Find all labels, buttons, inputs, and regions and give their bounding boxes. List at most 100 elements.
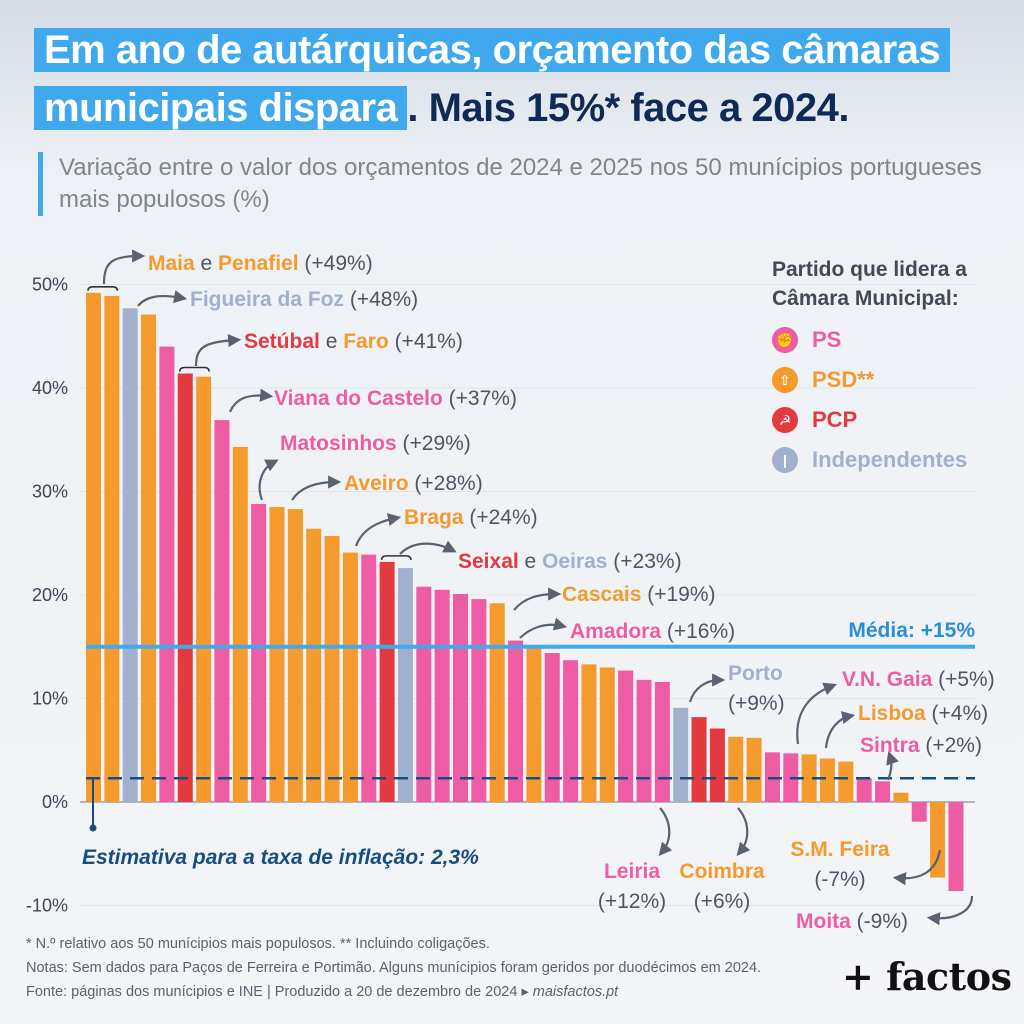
inflation-label: Estimativa para a taxa de inflação: 2,3% [82,846,479,869]
annotation-arrow [291,475,342,501]
annotation-pct: (+9%) [728,692,785,715]
fist-rose-icon: ✊ [772,327,798,353]
annotation-pct: (+41%) [389,330,463,353]
bar [397,568,413,802]
bar [342,552,358,802]
bar [86,292,101,802]
bar [856,778,872,802]
independent-icon: | [772,447,798,473]
bar [416,586,432,802]
y-tick-label: 50% [32,275,68,295]
annotation-arrow [519,617,568,639]
legend-item-psd: ⇧ PSD** [772,367,967,393]
annotation-name: S.M. Feira [790,838,890,861]
annotation-label: Aveiro (+28%) [344,472,483,495]
bar [159,346,175,802]
bar [453,593,468,802]
annotation-label: Figueira da Foz (+48%) [190,288,418,311]
psd-arrow-icon: ⇧ [772,367,798,393]
y-tick-label: 40% [32,378,68,398]
annotation-name: Matosinhos [280,432,397,455]
annotations-group: Maia e Penafiel (+49%) Figueira da Foz (+… [87,249,995,933]
bar [324,536,340,802]
bar [599,667,615,802]
bar [636,679,652,802]
annotation-label: Maia e Penafiel (+49%) [148,252,373,275]
annotation-arrow [892,849,942,886]
party-legend: Partido que lidera a Câmara Municipal: ✊… [772,255,967,473]
bar [196,376,212,802]
bar [104,295,120,802]
y-tick-label: 0% [42,792,68,812]
annotation-pct: (+5%) [932,668,994,691]
annotation-label: Coimbra (+6%) [679,860,765,913]
legend-label: PCP [812,407,858,432]
hammer-sickle-icon: ☭ [772,407,798,433]
bars-group [86,292,964,892]
annotation-label: Braga (+24%) [404,506,538,529]
annotation-label: Amadora (+16%) [570,620,735,643]
legend-label: PS [812,327,842,352]
bracket [178,366,210,372]
y-tick-label: -10% [26,896,68,916]
annotation-name: V.N. Gaia [842,668,933,691]
annotation-label: Cascais (+19%) [562,583,716,606]
legend-label: PSD** [812,367,875,392]
annotation-label: Leiria (+12%) [598,860,666,913]
annotation-pct: (-7%) [814,868,865,891]
annotation-arrow [824,711,856,749]
bar [122,308,138,802]
bar [654,681,670,802]
annotation-label: Lisboa (+4%) [858,702,988,725]
annotation-arrow [513,587,562,611]
footnotes: * N.º relativo aos 50 munícipios mais po… [26,932,761,1004]
bar [673,707,689,802]
source-text: Fonte: páginas dos munícipios e INE | Pr… [26,984,533,1000]
page-title-line-2: municipais dispara. Mais 15%* face a 202… [34,84,849,132]
bar [544,652,560,802]
y-tick-label: 30% [32,482,68,502]
bar [911,802,927,822]
annotation-pct: (+19%) [641,583,715,606]
annotation-name: Braga [404,506,464,529]
bar [875,781,891,802]
footnote-2: Notas: Sem dados para Paços de Ferreira … [26,960,762,976]
annotation-arrow [399,540,457,555]
annotation-pct: (+28%) [409,472,483,495]
bar [141,314,157,802]
annotation-and: e [519,550,542,573]
bar [379,561,395,802]
legend-label: Independentes [812,447,968,472]
bar [581,664,597,802]
annotation-pct: (-9%) [851,910,908,933]
bar [306,528,322,802]
bar [232,446,248,802]
annotation-name: Moita [796,910,851,933]
chart-subtitle: Variação entre o valor dos orçamentos de… [38,152,999,216]
bracket [380,555,412,560]
bar [820,758,835,802]
average-label: Média: +15% [848,619,975,642]
inflation-dot [89,824,97,832]
legend-title-1: Partido que lidera a [772,258,967,281]
bar [930,802,946,878]
bar [269,507,285,802]
annotation-and: e [320,330,343,353]
y-tick-label: 20% [32,585,68,605]
annotation-name: Lisboa [858,702,926,725]
annotation-arrow [886,750,899,781]
bar [434,589,450,802]
legend-item-pcp: ☭ PCP [772,407,967,433]
title-highlight-2: municipais dispara [34,86,408,130]
annotation-label: V.N. Gaia (+5%) [842,668,995,691]
y-axis: 50% 40% 30% 20% 10% 0% -10% [26,275,68,916]
annotation-pct: (+16%) [661,620,735,643]
bar [893,792,909,802]
legend-item-ind: | Independentes [772,447,967,473]
source-brand: maisfactos.pt [532,984,619,1000]
annotation-pct: (+12%) [598,890,666,913]
annotation-pct: (+2%) [920,734,982,757]
bar [489,603,505,802]
footnote-3: Fonte: páginas dos munícipios e INE | Pr… [26,980,761,1004]
